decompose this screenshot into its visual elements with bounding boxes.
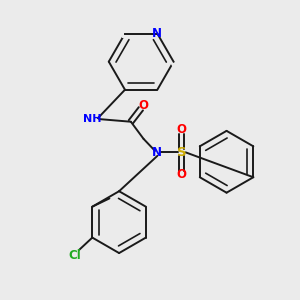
Text: NH: NH — [83, 114, 102, 124]
Text: O: O — [177, 124, 187, 136]
Text: O: O — [177, 168, 187, 181]
Text: Cl: Cl — [68, 249, 81, 262]
Text: N: N — [152, 146, 162, 159]
Text: O: O — [139, 99, 148, 112]
Text: S: S — [177, 146, 187, 159]
Text: N: N — [152, 27, 162, 40]
